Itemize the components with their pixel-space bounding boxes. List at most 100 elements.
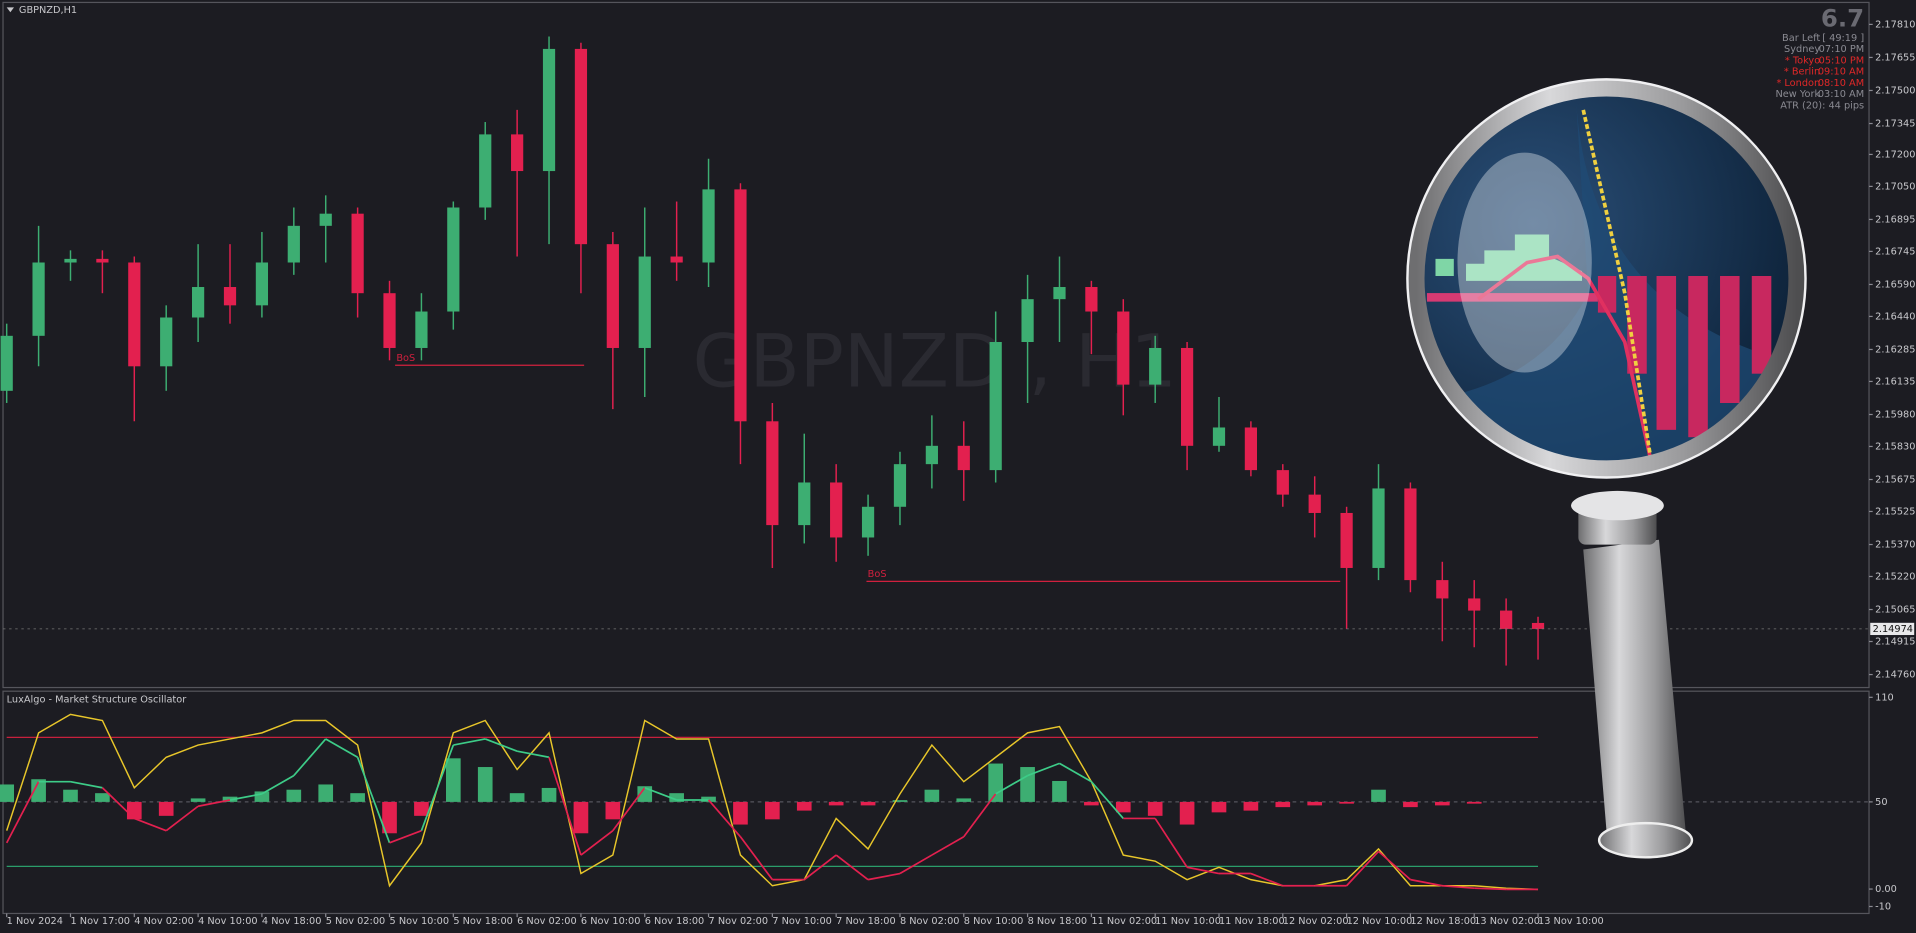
- histogram-bar: [158, 801, 174, 816]
- x-tick-label: 4 Nov 10:00: [198, 916, 258, 927]
- candle-body: [64, 258, 77, 263]
- candle-body: [351, 213, 364, 294]
- watermark: GBPNZD , H1: [693, 319, 1177, 404]
- slow-line-segment: [803, 854, 837, 881]
- histogram-bar: [477, 767, 493, 802]
- slow-line-segment: [1410, 878, 1443, 887]
- info-label: Sydney: [1784, 44, 1820, 55]
- x-tick-label: 7 Nov 10:00: [772, 916, 832, 927]
- candle-body: [702, 189, 715, 263]
- slow-line-segment: [261, 774, 295, 795]
- candle-body: [255, 262, 269, 306]
- histogram-bar: [1339, 801, 1354, 804]
- x-tick-label: 4 Nov 02:00: [134, 916, 194, 927]
- info-label: ATR (20): 44 pips: [1780, 100, 1864, 111]
- y-tick-label: 2.15525: [1875, 506, 1915, 517]
- candle-body: [479, 134, 492, 208]
- histogram-bar: [31, 779, 46, 802]
- slow-line-segment: [835, 854, 869, 881]
- slow-line-segment: [133, 817, 167, 832]
- slow-line-segment: [101, 787, 135, 820]
- candle-body: [32, 262, 45, 336]
- candle-body: [670, 256, 683, 263]
- x-tick-label: 13 Nov 02:00: [1474, 916, 1540, 927]
- slow-line-segment: [1250, 872, 1284, 887]
- x-tick-label: 11 Nov 02:00: [1091, 916, 1157, 927]
- histogram-bar: [509, 793, 525, 802]
- slow-line-segment: [229, 793, 263, 801]
- histogram-bar: [765, 801, 780, 820]
- x-tick-label: 11 Nov 18:00: [1219, 916, 1285, 927]
- slow-line-segment: [580, 829, 614, 856]
- histogram-bar: [1211, 801, 1227, 813]
- slow-line-segment: [1090, 781, 1124, 820]
- candle-body: [191, 287, 205, 318]
- slow-line-segment: [931, 836, 965, 856]
- y-tick-label: 2.16590: [1875, 279, 1915, 290]
- histogram-bar: [860, 801, 876, 806]
- histogram-bar: [637, 786, 653, 802]
- histogram-bar: [1084, 801, 1099, 806]
- histogram-bar: [924, 789, 940, 802]
- y-tick-label: 50: [1875, 797, 1887, 808]
- spread: 6.7: [1821, 4, 1864, 33]
- candle-body: [0, 335, 13, 391]
- candle-body: [447, 207, 460, 312]
- x-tick-label: 5 Nov 18:00: [453, 916, 513, 927]
- slow-line-segment: [165, 805, 199, 832]
- candle-body: [734, 189, 747, 422]
- slow-line-segment: [739, 836, 774, 881]
- current-price-box: [1870, 622, 1915, 636]
- candle-body: [1021, 299, 1034, 343]
- candle-body: [830, 482, 843, 538]
- candle-body: [96, 258, 109, 263]
- x-tick-label: 11 Nov 10:00: [1155, 916, 1221, 927]
- slow-line-segment: [707, 799, 742, 838]
- window-title: GBPNZD,H1: [19, 5, 77, 16]
- bos-label: BoS: [396, 353, 415, 364]
- y-tick-label: 2.15065: [1875, 605, 1915, 616]
- y-tick-label: 2.16285: [1875, 344, 1915, 355]
- y-tick-label: 2.16895: [1875, 214, 1915, 225]
- slow-line-segment: [1474, 887, 1507, 891]
- y-tick-label: 2.15675: [1875, 474, 1915, 485]
- histogram-bar: [541, 787, 557, 802]
- slow-line-segment: [70, 780, 103, 789]
- candle-body: [319, 213, 332, 226]
- slow-line-segment: [899, 854, 933, 875]
- info-label: New York: [1776, 89, 1821, 100]
- y-tick-label: 2.15980: [1875, 409, 1915, 420]
- candle-body: [861, 506, 875, 538]
- histogram-bar: [446, 758, 461, 802]
- indicator-title: LuxAlgo - Market Structure Oscillator: [7, 695, 188, 706]
- candle-body: [1085, 287, 1098, 312]
- menu-arrow[interactable]: [6, 7, 15, 13]
- candle-body: [638, 256, 651, 348]
- candle-body: [1149, 347, 1162, 385]
- slow-line-segment: [995, 774, 1029, 795]
- histogram-bar: [1403, 801, 1418, 808]
- candle-body: [989, 342, 1002, 471]
- histogram-bar: [733, 801, 748, 825]
- candle-body: [606, 244, 619, 348]
- info-label: * Tokyo: [1785, 55, 1820, 66]
- candle-body: [1244, 427, 1258, 471]
- candle-body: [542, 48, 556, 172]
- y-tick-label: 2.17345: [1875, 119, 1915, 130]
- y-tick-label: 2.15370: [1875, 540, 1915, 551]
- y-tick-label: 2.17655: [1875, 52, 1915, 63]
- histogram-bar: [1434, 801, 1450, 806]
- candle-body: [1404, 488, 1417, 581]
- histogram-bar: [126, 801, 142, 820]
- candle-body: [1053, 287, 1066, 300]
- histogram-bar: [63, 789, 78, 802]
- slow-line-segment: [516, 750, 550, 759]
- x-tick-label: 5 Nov 02:00: [326, 916, 386, 927]
- candle-body: [383, 293, 396, 348]
- info-value: [ 49:19 ]: [1822, 33, 1864, 44]
- histogram-bar: [1275, 801, 1291, 808]
- y-tick-label: 2.17500: [1875, 85, 1915, 96]
- current-price-label: 2.14974: [1873, 624, 1913, 635]
- info-label: Bar Left: [1782, 33, 1820, 44]
